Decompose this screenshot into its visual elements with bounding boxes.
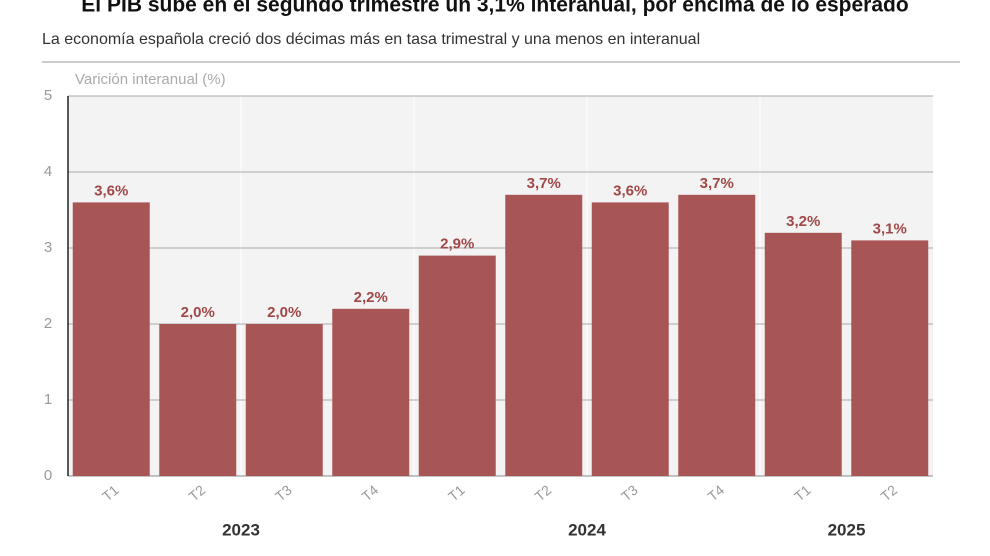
- x-tick-label: T2: [186, 481, 209, 504]
- bar: [591, 202, 669, 476]
- x-tick-label: T3: [272, 481, 295, 504]
- x-tick-label: T1: [791, 481, 814, 504]
- y-tick-label: 1: [44, 391, 52, 408]
- bar: [851, 240, 929, 476]
- value-label: 2,2%: [354, 289, 388, 306]
- group-label: 2024: [568, 520, 606, 539]
- value-label: 2,0%: [267, 304, 301, 321]
- value-label: 2,9%: [440, 236, 474, 253]
- value-label: 3,6%: [94, 182, 128, 199]
- chart-title: El PIB sube en el segundo trimestre un 3…: [81, 0, 908, 17]
- group-label: 2023: [222, 520, 260, 539]
- chart-subtitle: La economía española creció dos décimas …: [42, 31, 700, 48]
- bar: [764, 232, 842, 476]
- x-tick-label: T2: [532, 481, 555, 504]
- y-tick-label: 0: [44, 467, 52, 484]
- x-tick-label: T4: [705, 481, 728, 504]
- group-label: 2025: [828, 520, 866, 539]
- x-tick-label: T4: [359, 481, 382, 504]
- value-label: 3,6%: [613, 182, 647, 199]
- value-label: 3,7%: [527, 175, 561, 192]
- bar: [159, 324, 237, 476]
- bar: [418, 255, 496, 476]
- y-tick-label: 3: [44, 239, 52, 256]
- bar: [678, 194, 756, 477]
- value-label: 2,0%: [181, 304, 215, 321]
- x-tick-label: T2: [878, 481, 901, 504]
- y-tick-label: 4: [44, 163, 52, 180]
- x-tick-label: T3: [618, 481, 641, 504]
- bar: [505, 194, 583, 477]
- bar: [72, 202, 150, 476]
- y-tick-label: 5: [44, 87, 52, 104]
- y-axis-label: Varición interanual (%): [75, 71, 226, 88]
- y-tick-label: 2: [44, 315, 52, 332]
- bar: [245, 324, 323, 476]
- x-tick-label: T1: [99, 481, 122, 504]
- value-label: 3,1%: [873, 220, 907, 237]
- value-label: 3,7%: [700, 175, 734, 192]
- x-tick-label: T1: [445, 481, 468, 504]
- value-label: 3,2%: [786, 213, 820, 230]
- bar: [332, 308, 410, 476]
